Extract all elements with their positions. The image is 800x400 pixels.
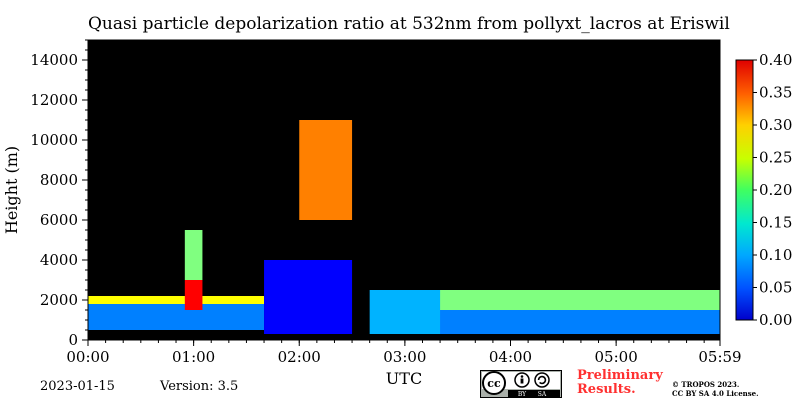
colorbar-tick-label-0: 0.00	[759, 311, 792, 329]
colorbar-tick-label-8: 0.40	[759, 51, 792, 69]
x-tick-label-6: 05:59	[698, 348, 741, 366]
copyright-line-1: © TROPOS 2023.	[672, 380, 740, 389]
colorbar-tick-label-7: 0.35	[759, 84, 792, 102]
version-label: Version: 3.5	[160, 379, 239, 394]
colorbar-tick-label-5: 0.25	[759, 149, 792, 167]
x-tick-label-3: 03:00	[383, 348, 426, 366]
y-tick-label-5: 10000	[30, 131, 78, 149]
x-tick-label-1: 01:00	[172, 348, 215, 366]
y-tick-label-1: 2000	[40, 291, 78, 309]
y-tick-label-6: 12000	[30, 91, 78, 109]
heatmap-cell-6	[369, 290, 449, 334]
copyright-notice: © TROPOS 2023. CC BY SA 4.0 License.	[672, 380, 759, 398]
y-tick-label-2: 4000	[40, 251, 78, 269]
heatmap-cell-7	[440, 310, 720, 334]
date-label: 2023-01-15	[40, 379, 115, 394]
y-tick-label-7: 14000	[30, 51, 78, 69]
colorbar-tick-label-1: 0.05	[759, 279, 792, 297]
preliminary-line-2: Results.	[577, 382, 636, 397]
copyright-line-2: CC BY SA 4.0 License.	[672, 389, 759, 398]
colorbar-gradient	[736, 60, 753, 320]
x-tick-label-2: 02:00	[278, 348, 321, 366]
colorbar-tick-label-2: 0.10	[759, 246, 792, 264]
y-tick-label-3: 6000	[40, 211, 78, 229]
cc-by-sa-icon: cc BY SA	[480, 370, 562, 398]
x-tick-label-0: 00:00	[66, 348, 109, 366]
heatmap-cell-1	[88, 296, 265, 304]
heatmap-cell-2	[184, 280, 203, 310]
y-tick-label-0: 0	[68, 331, 78, 349]
heatmap-cell-3	[184, 230, 203, 280]
colorbar-tick-label-3: 0.15	[759, 214, 792, 232]
x-axis-label: UTC	[386, 369, 422, 388]
preliminary-notice: Preliminary Results.	[577, 369, 663, 397]
heatmap-cell-8	[440, 290, 720, 310]
x-tick-label-4: 04:00	[489, 348, 532, 366]
y-axis-label: Height (m)	[2, 146, 21, 234]
cc-text: cc	[487, 377, 501, 390]
heatmap-cell-4	[264, 260, 353, 334]
colorbar: 0.00 0.05 0.10 0.15 0.20 0.25 0.30 0.35 0.40	[735, 51, 792, 329]
colorbar-tick-label-6: 0.30	[759, 116, 792, 134]
chart-title: Quasi particle depolarization ratio at 5…	[88, 14, 730, 34]
axes: 00:00 01:00 02:00 03:00 04:00 05:00 05:59 0 2000…	[2, 39, 742, 388]
heatmap-cell-0	[88, 304, 265, 330]
by-text: BY	[518, 391, 527, 398]
colorbar-tick-label-4: 0.20	[759, 181, 792, 199]
preliminary-line-1: Preliminary	[577, 368, 663, 383]
x-tick-label-5: 05:00	[595, 348, 638, 366]
plot-area	[88, 40, 720, 340]
y-tick-label-4: 8000	[40, 171, 78, 189]
heatmap-cell-5	[299, 120, 353, 220]
sa-text: SA	[538, 391, 547, 398]
